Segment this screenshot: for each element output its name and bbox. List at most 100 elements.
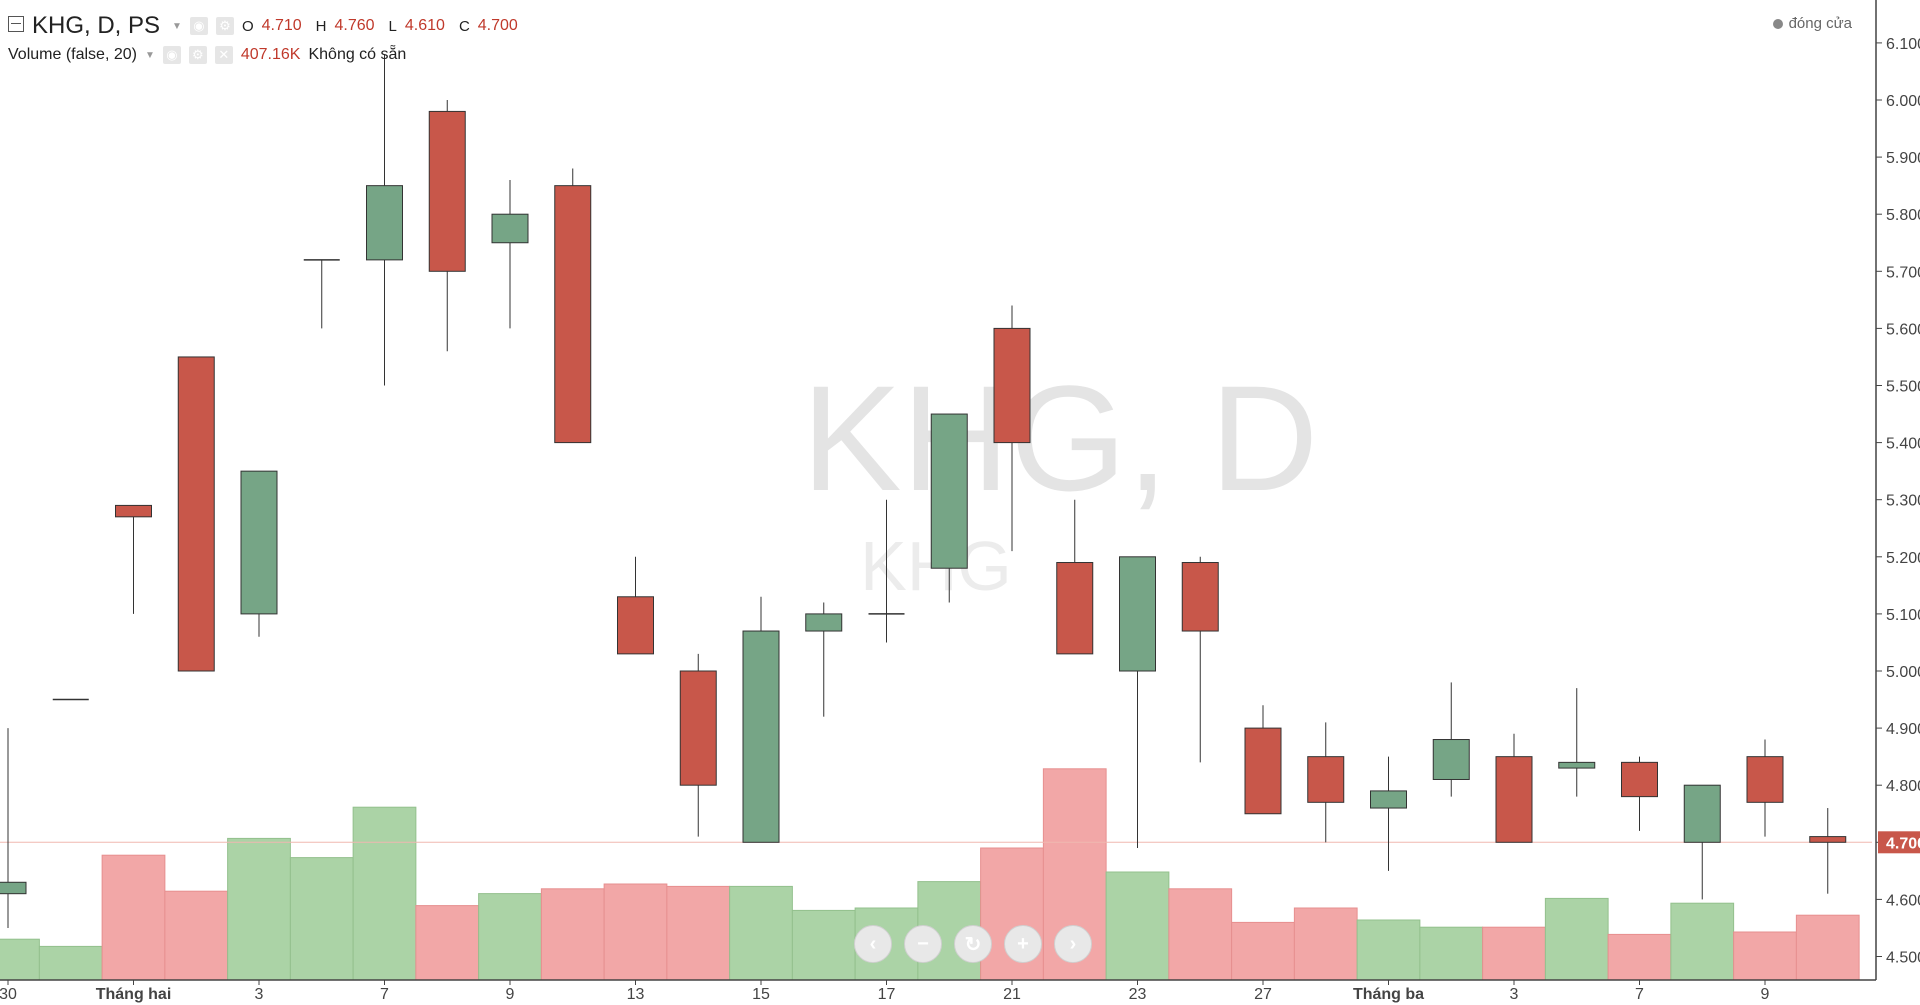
- candle-body[interactable]: [1244, 727, 1282, 815]
- collapse-icon[interactable]: [8, 16, 24, 32]
- eye-icon[interactable]: ◉: [189, 17, 208, 35]
- candle-body[interactable]: [742, 630, 780, 843]
- volume-bar: [1607, 933, 1672, 981]
- price-tick-label: 5.900: [1886, 150, 1920, 167]
- candle-body[interactable]: [679, 670, 717, 786]
- price-tick-label: 5.400: [1886, 436, 1920, 453]
- volume-bar: [352, 806, 417, 981]
- volume-bar: [1293, 907, 1358, 981]
- time-tick-label: 15: [752, 986, 770, 1003]
- candle-body[interactable]: [366, 185, 403, 261]
- close-value: 4.700: [477, 17, 518, 34]
- candle-body[interactable]: [240, 470, 278, 615]
- volume-legend: Volume (false, 20) ▼ ◉ ⚙ ✕ 407.16K Không…: [8, 46, 406, 64]
- candle-body[interactable]: [115, 504, 152, 518]
- time-tick-label: Tháng ba: [1353, 986, 1424, 1003]
- reset-button[interactable]: ↻: [954, 925, 992, 963]
- volume-bar: [1231, 921, 1295, 981]
- price-tick-label: 4.900: [1886, 721, 1920, 738]
- time-tick-label: 3: [1510, 986, 1519, 1003]
- market-status-text: đóng cửa: [1788, 15, 1852, 32]
- time-tick-label: 27: [1254, 986, 1272, 1003]
- candle-body[interactable]: [617, 596, 654, 655]
- price-tick-label: 5.000: [1886, 664, 1920, 681]
- close-icon[interactable]: ✕: [214, 46, 233, 64]
- candle-body[interactable]: [1432, 739, 1470, 780]
- volume-bar: [1670, 902, 1735, 981]
- candle-body[interactable]: [930, 413, 968, 569]
- time-tick-label: 17: [878, 986, 896, 1003]
- time-tick-label: 3: [255, 986, 264, 1003]
- volume-bar: [478, 893, 542, 981]
- zoom-in-button[interactable]: +: [1004, 925, 1042, 963]
- volume-bar: [1419, 926, 1484, 981]
- volume-bar: [1733, 931, 1797, 981]
- volume-bar: [791, 909, 856, 981]
- time-tick-label: Tháng hai: [96, 986, 172, 1003]
- candle-body[interactable]: [1558, 761, 1596, 769]
- time-tick-label: 13: [627, 986, 645, 1003]
- candle-body[interactable]: [1119, 556, 1156, 672]
- candle-body[interactable]: [805, 613, 843, 632]
- volume-bar: [1168, 888, 1233, 981]
- time-tick-label: 7: [1635, 986, 1644, 1003]
- chevron-down-icon[interactable]: ▼: [144, 49, 155, 61]
- volume-value: 407.16K: [240, 46, 301, 63]
- volume-bar: [164, 890, 229, 981]
- open-label: O: [241, 17, 254, 35]
- price-tick-label: 5.800: [1886, 207, 1920, 224]
- scroll-right-button[interactable]: ›: [1054, 925, 1092, 963]
- time-tick-label: 9: [506, 986, 515, 1003]
- volume-bar: [38, 945, 103, 981]
- candle-body[interactable]: [1370, 790, 1407, 809]
- price-tick-label: 5.500: [1886, 379, 1920, 396]
- candle-body[interactable]: [1181, 562, 1219, 632]
- low-label: L: [388, 17, 397, 35]
- candle-body[interactable]: [1809, 836, 1847, 843]
- candle-body[interactable]: [1056, 562, 1094, 655]
- candle-body[interactable]: [491, 213, 529, 244]
- candle-body[interactable]: [1683, 784, 1721, 843]
- volume-bar: [289, 857, 354, 981]
- high-label: H: [315, 17, 327, 35]
- price-tick-label: 4.500: [1886, 950, 1920, 967]
- gear-icon[interactable]: ⚙: [188, 46, 207, 64]
- candle-body[interactable]: [554, 185, 592, 444]
- volume-bar: [415, 905, 480, 981]
- candle-body[interactable]: [1621, 761, 1658, 798]
- price-tick-label: 5.200: [1886, 550, 1920, 567]
- volume-bar: [1105, 871, 1170, 981]
- candle-body[interactable]: [0, 881, 27, 895]
- symbol-legend: KHG, D, PS ▼ ◉ ⚙ O 4.710 H 4.760 L 4.610…: [8, 12, 524, 40]
- price-tick-label: 4.600: [1886, 892, 1920, 909]
- eye-icon[interactable]: ◉: [162, 46, 181, 64]
- high-value: 4.760: [334, 17, 375, 34]
- volume-extra: Không có sẵn: [308, 46, 407, 63]
- volume-title[interactable]: Volume (false, 20): [8, 46, 137, 63]
- chevron-down-icon[interactable]: ▼: [172, 20, 182, 32]
- close-label: C: [458, 17, 470, 35]
- candle-body[interactable]: [993, 327, 1031, 444]
- candle-body[interactable]: [428, 110, 466, 272]
- volume-bar: [540, 888, 605, 981]
- volume-bar: [101, 854, 166, 981]
- volume-bar: [227, 837, 291, 981]
- volume-bar: [1482, 926, 1546, 981]
- zoom-out-button[interactable]: −: [904, 925, 942, 963]
- scroll-left-button[interactable]: ‹: [854, 925, 892, 963]
- candle-body[interactable]: [1307, 756, 1345, 803]
- volume-bar: [729, 885, 793, 981]
- candle-body[interactable]: [177, 356, 215, 672]
- gear-icon[interactable]: ⚙: [215, 17, 234, 35]
- volume-bar: [1795, 914, 1860, 981]
- time-tick-label: 21: [1003, 986, 1021, 1003]
- symbol-title[interactable]: KHG, D, PS: [32, 12, 161, 39]
- market-status-badge: đóng cửa: [1772, 15, 1852, 32]
- price-tick-label: 4.800: [1886, 778, 1920, 795]
- price-tick-label: 5.100: [1886, 607, 1920, 624]
- watermark-main: KHG, D: [802, 354, 1319, 522]
- candle-body[interactable]: [1495, 756, 1533, 843]
- candle-body[interactable]: [1746, 756, 1784, 803]
- last-price-badge: [1878, 831, 1920, 854]
